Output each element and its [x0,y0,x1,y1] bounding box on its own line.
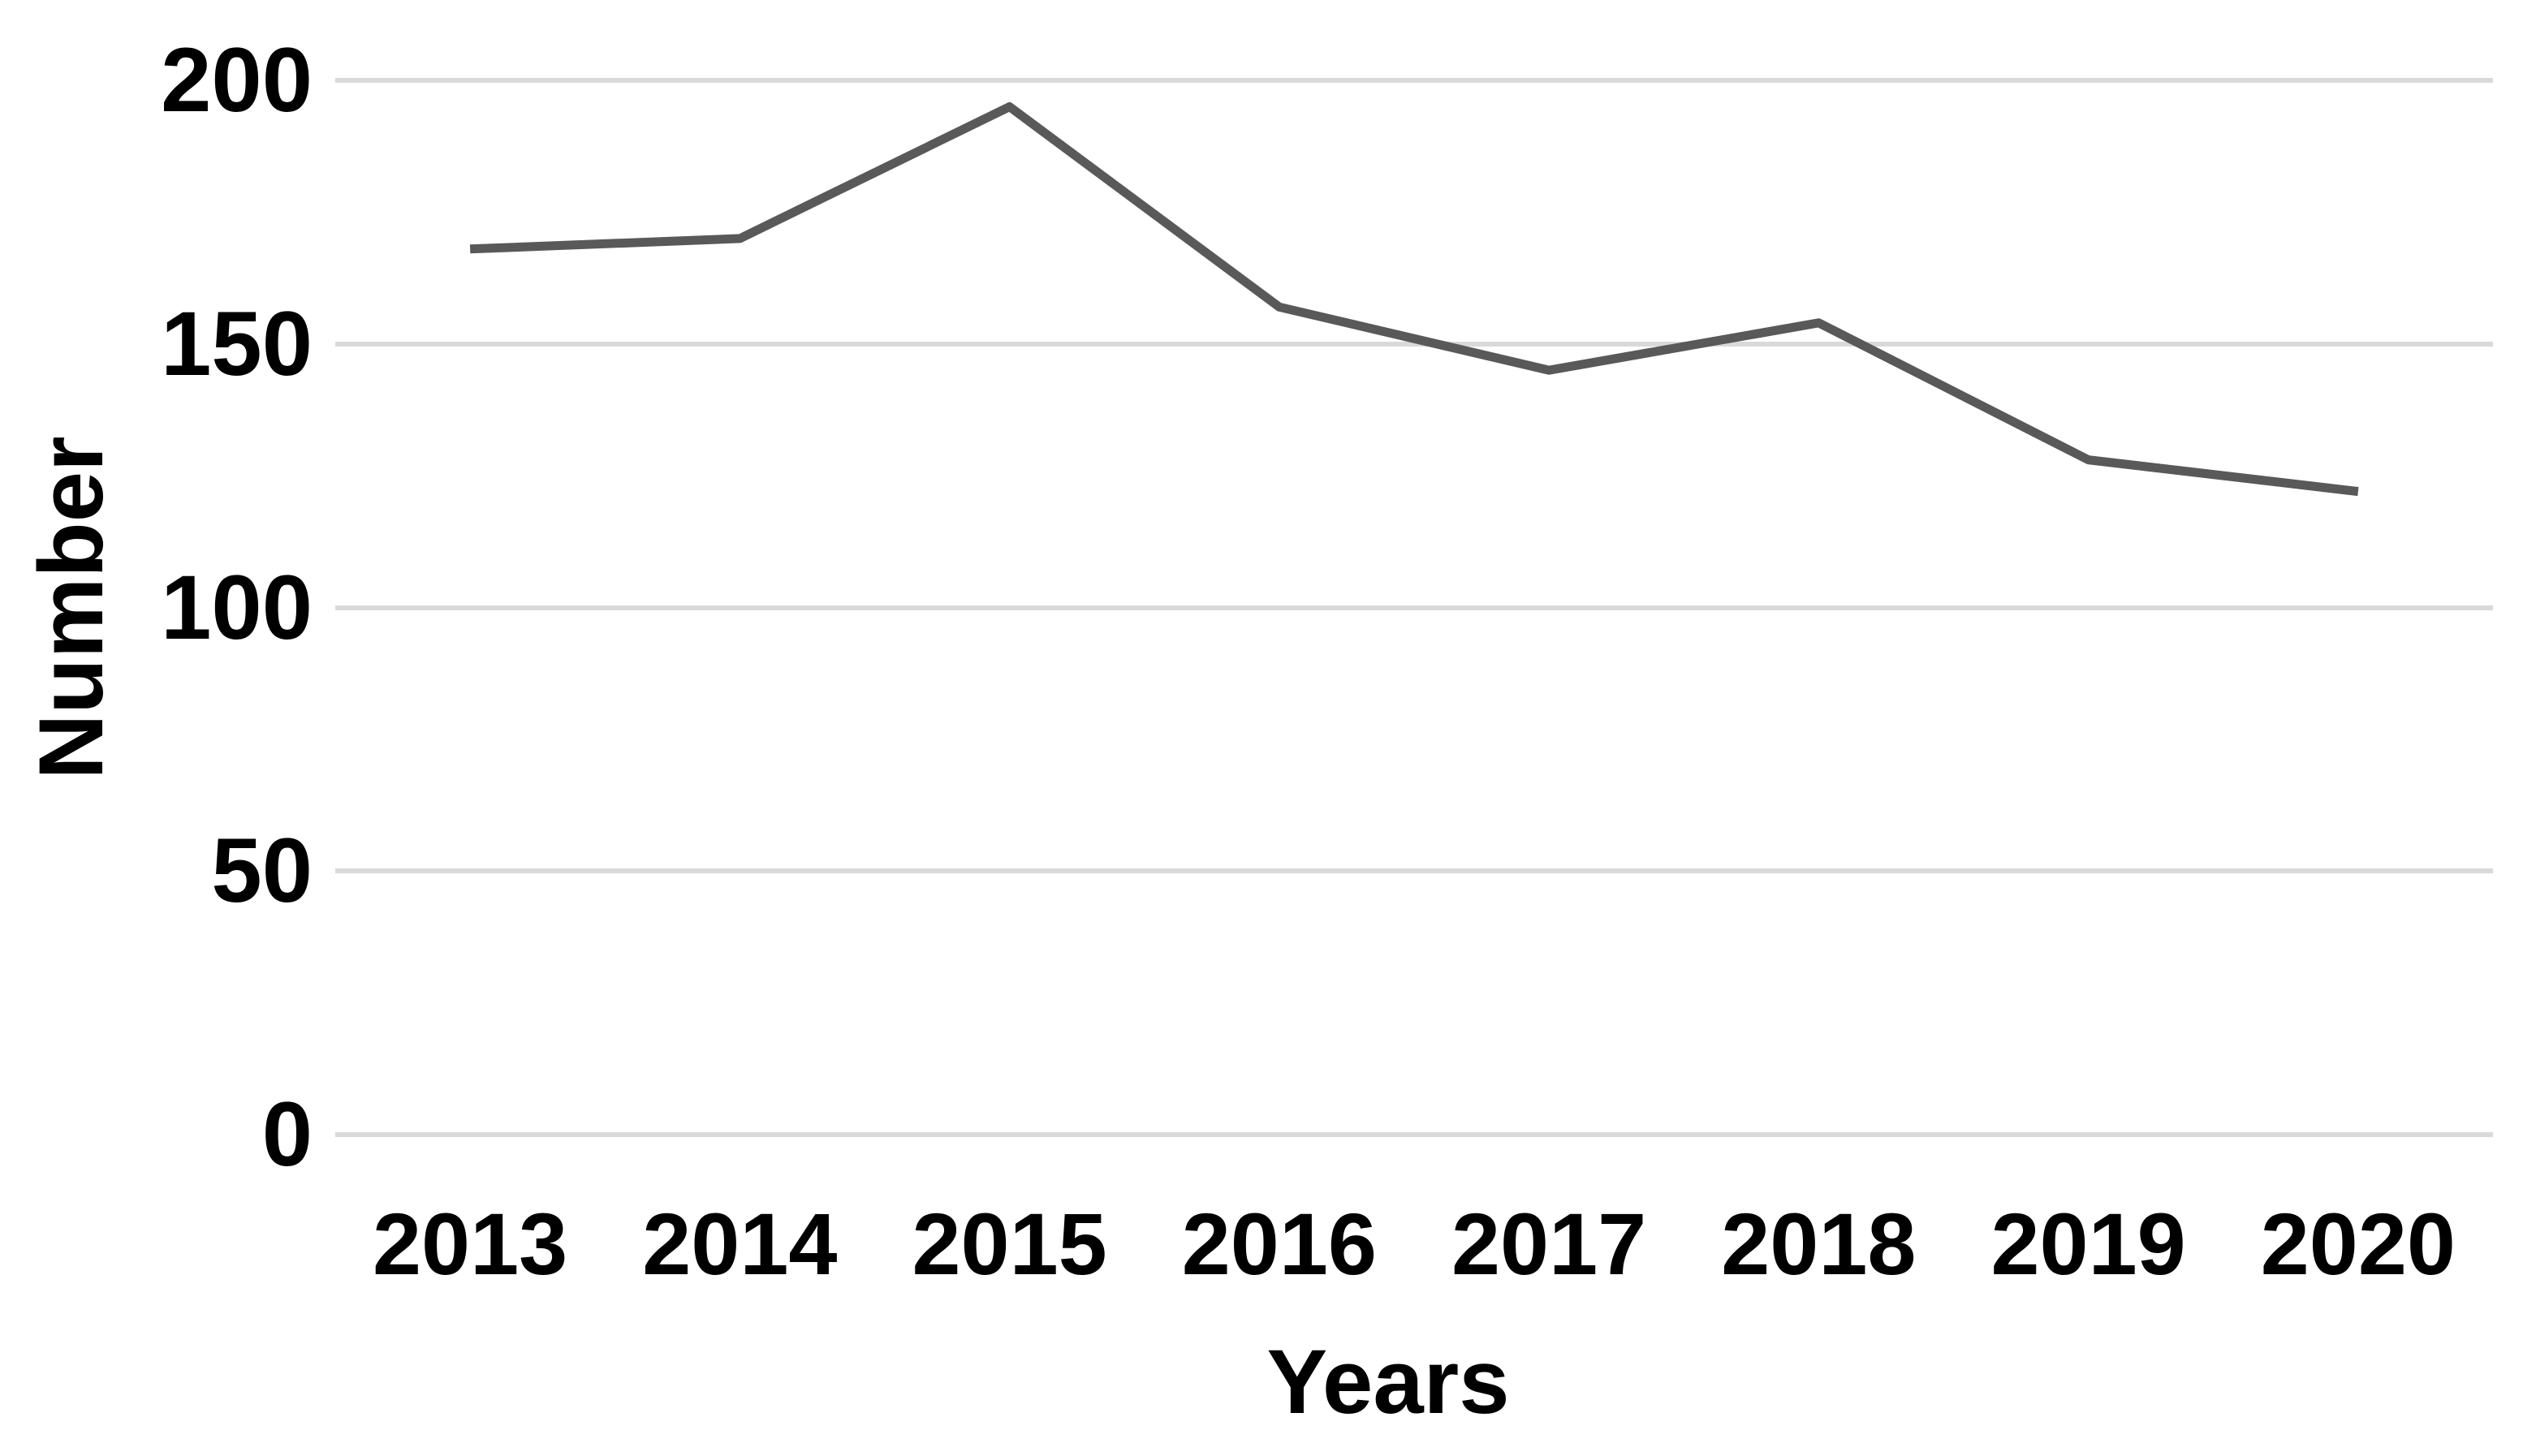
y-tick-label: 100 [161,556,313,658]
gridline [335,605,2493,610]
x-tick-label: 2016 [1181,1195,1377,1293]
x-tick-label: 2013 [372,1195,568,1293]
y-tick-label: 0 [261,1083,313,1185]
x-axis-title: Years [1266,1331,1510,1432]
gridline [335,1132,2493,1137]
x-tick-label: 2014 [642,1195,838,1293]
gridline [335,78,2493,83]
x-tick-label: 2015 [912,1195,1107,1293]
y-tick-label: 50 [211,820,313,922]
y-tick-label: 200 [161,29,313,131]
x-tick-label: 2018 [1721,1195,1917,1293]
x-tick-label: 2019 [1990,1195,2186,1293]
gridline [335,341,2493,347]
x-tick-label: 2017 [1451,1195,1647,1293]
y-tick-label: 150 [161,292,313,394]
gridline [335,868,2493,874]
data-line [469,102,2359,497]
x-tick-label: 2020 [2260,1195,2456,1293]
y-axis-title: Number [20,436,122,780]
